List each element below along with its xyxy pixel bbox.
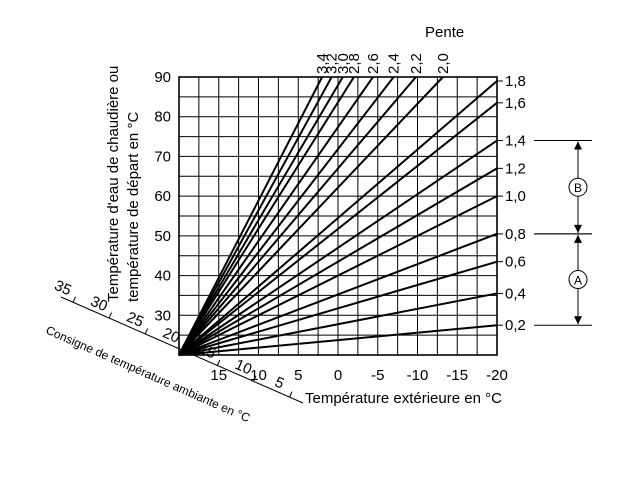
slope-label-top: 2,8 <box>346 53 363 74</box>
x-axis-label: Température extérieure en °C <box>305 390 502 407</box>
room-axis-tick <box>144 328 149 335</box>
slope-label-right: 0,8 <box>505 226 526 243</box>
x-tick-label: -20 <box>486 367 508 384</box>
room-axis-tick-label: 30 <box>88 293 110 315</box>
slope-lines <box>178 76 498 356</box>
slope-line-2-4 <box>178 76 395 356</box>
room-axis-tick-label: 20 <box>160 324 182 346</box>
room-axis-tick-label: 10 <box>232 356 254 378</box>
range-arrow-down <box>574 224 582 233</box>
y-axis-label-line1: Température d'eau de chaudière ou <box>105 66 122 302</box>
room-axis-line <box>60 296 304 404</box>
slope-label-top: 3,2 <box>324 53 341 74</box>
room-axis-tick <box>289 391 293 398</box>
slope-line-0-2 <box>178 324 498 356</box>
slope-line-2-2 <box>178 76 417 356</box>
room-axis-tick-label: 25 <box>124 309 146 331</box>
slope-line-1 <box>178 195 498 356</box>
slope-line-3 <box>178 76 344 356</box>
x-tick-label: 0 <box>334 367 342 384</box>
slope-line-2-6 <box>178 76 374 356</box>
room-axis-tick <box>108 312 113 319</box>
y-tick-label: 60 <box>154 188 171 205</box>
slope-line-3-2 <box>178 76 333 356</box>
y-tick-label: 40 <box>154 268 171 285</box>
slope-line-0-6 <box>178 260 498 356</box>
range-badge <box>568 270 588 290</box>
room-axis-tick <box>180 344 185 350</box>
range-badge-label: B <box>574 181 582 195</box>
slope-label-right: 0,6 <box>505 254 526 271</box>
room-axis-tick-label: 5 <box>272 374 286 393</box>
room-axis-tick <box>216 359 221 366</box>
x-tick-label: -5 <box>371 367 384 384</box>
y-tick-label: 30 <box>154 307 171 324</box>
slope-line-1-6 <box>178 102 498 356</box>
y-tick-label: 90 <box>154 69 171 86</box>
slope-line-0-4 <box>178 292 498 356</box>
slope-line-1-2 <box>178 167 498 356</box>
slope-label-top: 2,0 <box>435 53 452 74</box>
slope-label-right: 1,2 <box>505 160 526 177</box>
slope-label-top: 3,0 <box>335 53 352 74</box>
room-axis-tick <box>253 375 257 382</box>
slope-line-1-8 <box>178 80 498 356</box>
range-arrow-up <box>574 234 582 243</box>
range-badge-label: A <box>574 274 582 288</box>
room-axis-tick-label: 15 <box>196 340 218 362</box>
slope-label-right: 1,8 <box>505 73 526 90</box>
slope-label-top: 2,4 <box>386 53 403 74</box>
slope-line-2-8 <box>178 76 355 356</box>
slope-label-right: 1,0 <box>505 188 526 205</box>
plot-frame <box>178 76 498 356</box>
range-badge <box>568 177 588 197</box>
y-tick-label: 80 <box>154 109 171 126</box>
slope-label-right: 1,4 <box>505 133 526 150</box>
slope-label-top: 2,2 <box>408 53 425 74</box>
room-axis-tick-label: 35 <box>52 277 74 299</box>
slope-line-3-4 <box>178 76 323 356</box>
x-tick-label: 5 <box>294 367 302 384</box>
slope-title: Pente <box>425 24 464 41</box>
slope-label-right: 0,2 <box>505 317 526 334</box>
slope-line-0-8 <box>178 232 498 356</box>
y-tick-label: 50 <box>154 228 171 245</box>
x-tick-label: -10 <box>407 367 429 384</box>
y-tick-label: 70 <box>154 148 171 165</box>
range-markers: BA <box>534 140 592 326</box>
slope-label-top: 3,4 <box>314 53 331 74</box>
slope-label-right: 1,6 <box>505 95 526 112</box>
slope-line-1-4 <box>178 139 498 356</box>
range-arrow-up <box>574 141 582 150</box>
slope-label-top: 2,6 <box>365 53 382 74</box>
x-tick-label: 15 <box>210 367 227 384</box>
room-temperature-axis: 35 30 25 20 15 10 5 <box>52 277 304 404</box>
y-axis-label-line2: température de départ en °C <box>125 112 142 302</box>
room-axis-tick <box>72 296 76 303</box>
slope-label-right: 0,4 <box>505 285 526 302</box>
x-tick-label: -15 <box>446 367 468 384</box>
range-arrow-down <box>574 316 582 325</box>
plot-border <box>178 76 498 356</box>
slope-line-2 <box>178 76 444 356</box>
